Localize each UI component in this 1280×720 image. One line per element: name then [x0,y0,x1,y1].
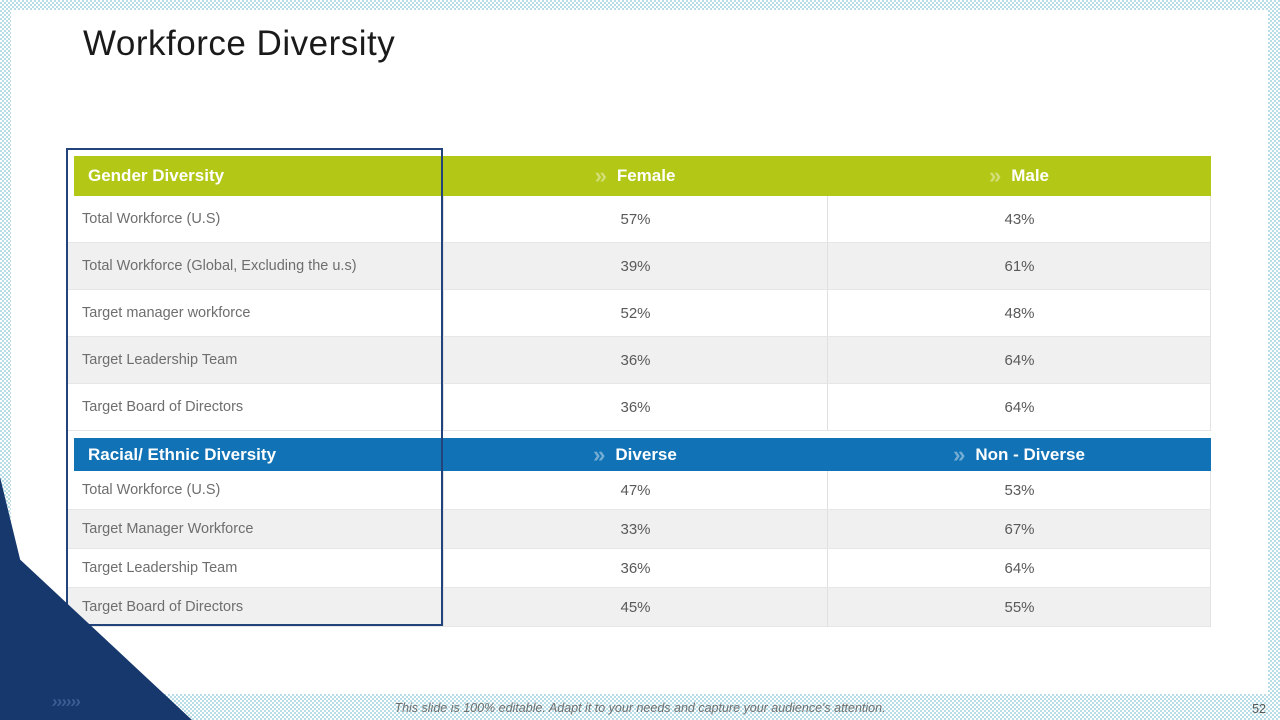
row-label: Target Board of Directors [82,599,244,615]
row-label: Target Board of Directors [82,399,244,415]
row-value-col1: 57% [443,196,827,242]
row-value-col1: 36% [443,549,827,587]
male-header-label: Male [1011,166,1050,185]
table-row: Target Leadership Team 36% 64% [68,549,1210,588]
female-column-header: » Female [443,165,827,187]
row-value-col1: 45% [443,588,827,626]
gender-table-header: Gender Diversity » Female » Male [74,156,1211,196]
row-value-col2: 48% [827,290,1211,336]
row-value-col1: 33% [443,510,827,548]
row-value-col2: 55% [827,588,1211,626]
row-label: Target Manager Workforce [82,521,254,537]
non-diverse-header-label: Non - Diverse [975,444,1085,464]
table-row: Target Manager Workforce 33% 67% [68,510,1210,549]
row-value-col2: 67% [827,510,1211,548]
chevrons-right-icon: ›››››› [50,692,82,711]
row-label: Total Workforce (Global, Excluding the u… [82,258,357,274]
row-value-col1: 52% [443,290,827,336]
row-value-col2: 64% [827,384,1211,430]
footer-note: This slide is 100% editable. Adapt it to… [394,701,886,715]
table-row: Total Workforce (U.S) 57% 43% [68,196,1210,243]
page-title: Workforce Diversity [83,24,396,63]
non-diverse-column-header: » Non - Diverse [827,441,1211,467]
chevron-double-right-icon: » [988,163,1002,188]
row-value-col1: 36% [443,384,827,430]
row-label: Total Workforce (U.S) [82,211,221,227]
male-column-header: » Male [827,165,1211,187]
row-label: Total Workforce (U.S) [82,482,221,498]
row-label: Target Leadership Team [82,560,238,576]
table-row: Target manager workforce 52% 48% [68,290,1210,337]
row-value-col1: 47% [443,471,827,509]
row-label: Target Leadership Team [82,352,238,368]
female-header-label: Female [616,166,676,185]
racial-table-rows: Total Workforce (U.S) 47% 53% Target Manage… [68,471,1211,627]
racial-ethnic-diversity-header-label: Racial/ Ethnic Diversity [88,444,277,464]
row-value-col2: 61% [827,243,1211,289]
chevron-double-right-icon: » [953,441,966,467]
table-row: Total Workforce (Global, Excluding the u… [68,243,1210,290]
gender-diversity-header-label: Gender Diversity [88,166,225,185]
page-number: 52 [1252,702,1266,716]
row-value-col2: 53% [827,471,1211,509]
row-value-col2: 43% [827,196,1211,242]
diverse-header-label: Diverse [615,444,677,464]
table-row: Total Workforce (U.S) 47% 53% [68,471,1210,510]
row-value-col2: 64% [827,337,1211,383]
chevron-double-right-icon: » [593,441,606,467]
racial-table-header: Racial/ Ethnic Diversity » Diverse » Non… [74,438,1211,471]
diverse-column-header: » Diverse [443,441,827,467]
row-value-col2: 64% [827,549,1211,587]
row-value-col1: 39% [443,243,827,289]
chevron-double-right-icon: » [594,163,607,188]
table-row: Target Board of Directors 36% 64% [68,384,1210,431]
row-label: Target manager workforce [82,305,251,321]
table-row: Target Board of Directors 45% 55% [68,588,1210,627]
table-row: Target Leadership Team 36% 64% [68,337,1210,384]
row-value-col1: 36% [443,337,827,383]
gender-table-rows: Total Workforce (U.S) 57% 43% Total Workfor… [68,196,1211,431]
